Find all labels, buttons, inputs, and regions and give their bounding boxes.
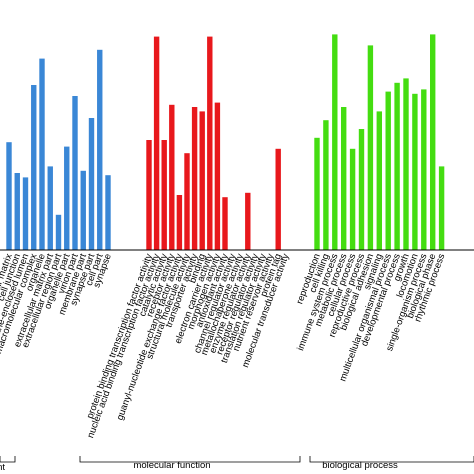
- bar-0-2: [22, 177, 29, 250]
- bar-0-12: [105, 175, 111, 250]
- bar-2-0: [314, 137, 320, 250]
- bar-2-11: [412, 93, 418, 250]
- bar-0-9: [80, 170, 86, 250]
- bar-0-0: [6, 142, 12, 250]
- bar-2-6: [367, 45, 374, 251]
- group-bracket-2: [309, 456, 474, 463]
- bar-2-8: [385, 91, 391, 250]
- bar-2-13: [430, 34, 436, 251]
- bar-1-0: [146, 140, 152, 250]
- bar-0-7: [64, 146, 70, 250]
- bar-1-13: [245, 192, 251, 250]
- bar-1-3: [169, 104, 175, 250]
- bar-1-4: [176, 195, 183, 250]
- bar-2-9: [394, 82, 400, 250]
- bar-2-5: [358, 129, 365, 250]
- bar-2-7: [376, 111, 382, 251]
- bar-1-10: [222, 197, 228, 250]
- bar-0-6: [55, 214, 62, 250]
- group-label-2: biological process: [322, 460, 398, 471]
- bar-1-8: [207, 36, 213, 250]
- bar-2-12: [421, 89, 427, 251]
- bar-2-4: [349, 148, 356, 250]
- bar-1-1: [153, 36, 160, 250]
- bar-2-2: [332, 34, 338, 251]
- bar-0-10: [88, 118, 95, 250]
- bar-1-7: [199, 111, 205, 251]
- bar-1-6: [191, 107, 198, 250]
- bar-0-11: [97, 49, 103, 250]
- bars-layer: [6, 34, 445, 251]
- group-label-0: ponent: [0, 462, 5, 473]
- bar-2-3: [341, 107, 347, 250]
- bar-0-5: [47, 166, 53, 250]
- bar-1-5: [184, 153, 190, 250]
- bar-2-1: [323, 120, 329, 250]
- bar-2-14: [438, 166, 445, 250]
- bar-2-10: [403, 78, 409, 251]
- bar-0-8: [72, 96, 78, 250]
- group-brackets-layer: ponent molecular function biological proce…: [0, 456, 474, 473]
- group-bracket-0: [0, 456, 16, 463]
- bar-0-4: [39, 58, 45, 250]
- bar-0-3: [31, 85, 37, 250]
- group-label-1: molecular function: [133, 460, 210, 471]
- bar-1-17: [275, 148, 281, 250]
- group-bracket-1: [79, 456, 301, 463]
- bar-1-2: [161, 140, 167, 250]
- bar-1-9: [214, 102, 221, 250]
- bar-0-1: [14, 173, 20, 250]
